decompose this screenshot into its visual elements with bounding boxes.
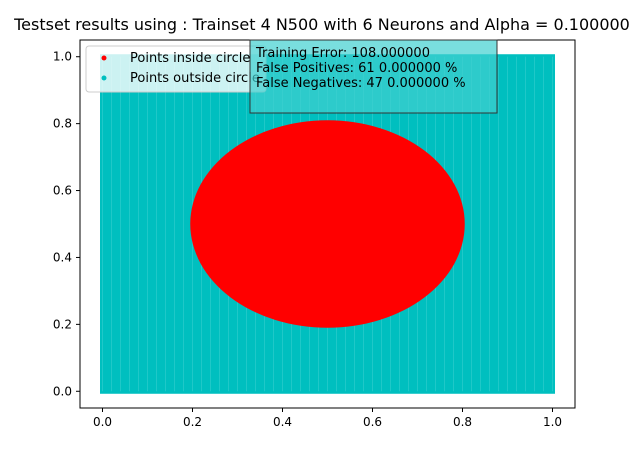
annotation-line: False Positives: 61 0.000000 % (256, 61, 457, 76)
chart-title: Testset results using : Trainset 4 N500 … (13, 15, 630, 34)
x-tick-label: 0.4 (273, 415, 292, 429)
legend-label: Points outside circle (130, 71, 260, 86)
y-tick-label: 0.4 (53, 250, 72, 264)
y-tick-label: 0.0 (53, 384, 72, 398)
annotation-box (249, 39, 498, 114)
x-tick-label: 0.2 (183, 415, 202, 429)
legend-marker (101, 55, 107, 61)
legend: Points inside circle Points outside circl… (85, 45, 267, 93)
legend-label: Points inside circle (130, 51, 250, 66)
x-tick-label: 1.0 (543, 415, 562, 429)
legend-marker (101, 75, 107, 81)
x-axis: 0.0 0.2 0.4 0.6 0.8 1.0 (93, 408, 562, 429)
x-tick-label: 0.8 (453, 415, 472, 429)
y-tick-label: 0.2 (53, 317, 72, 331)
series-inside-circle-points (190, 120, 465, 328)
y-tick-label: 0.6 (53, 184, 72, 198)
y-tick-label: 0.8 (53, 117, 72, 131)
annotation-line: Training Error: 108.000000 (255, 46, 430, 61)
y-axis: 0.0 0.2 0.4 0.6 0.8 1.0 (53, 50, 80, 398)
y-tick-label: 1.0 (53, 50, 72, 64)
annotation-line: False Negatives: 47 0.000000 % (256, 76, 466, 91)
x-tick-label: 0.0 (93, 415, 112, 429)
x-tick-label: 0.6 (363, 415, 382, 429)
